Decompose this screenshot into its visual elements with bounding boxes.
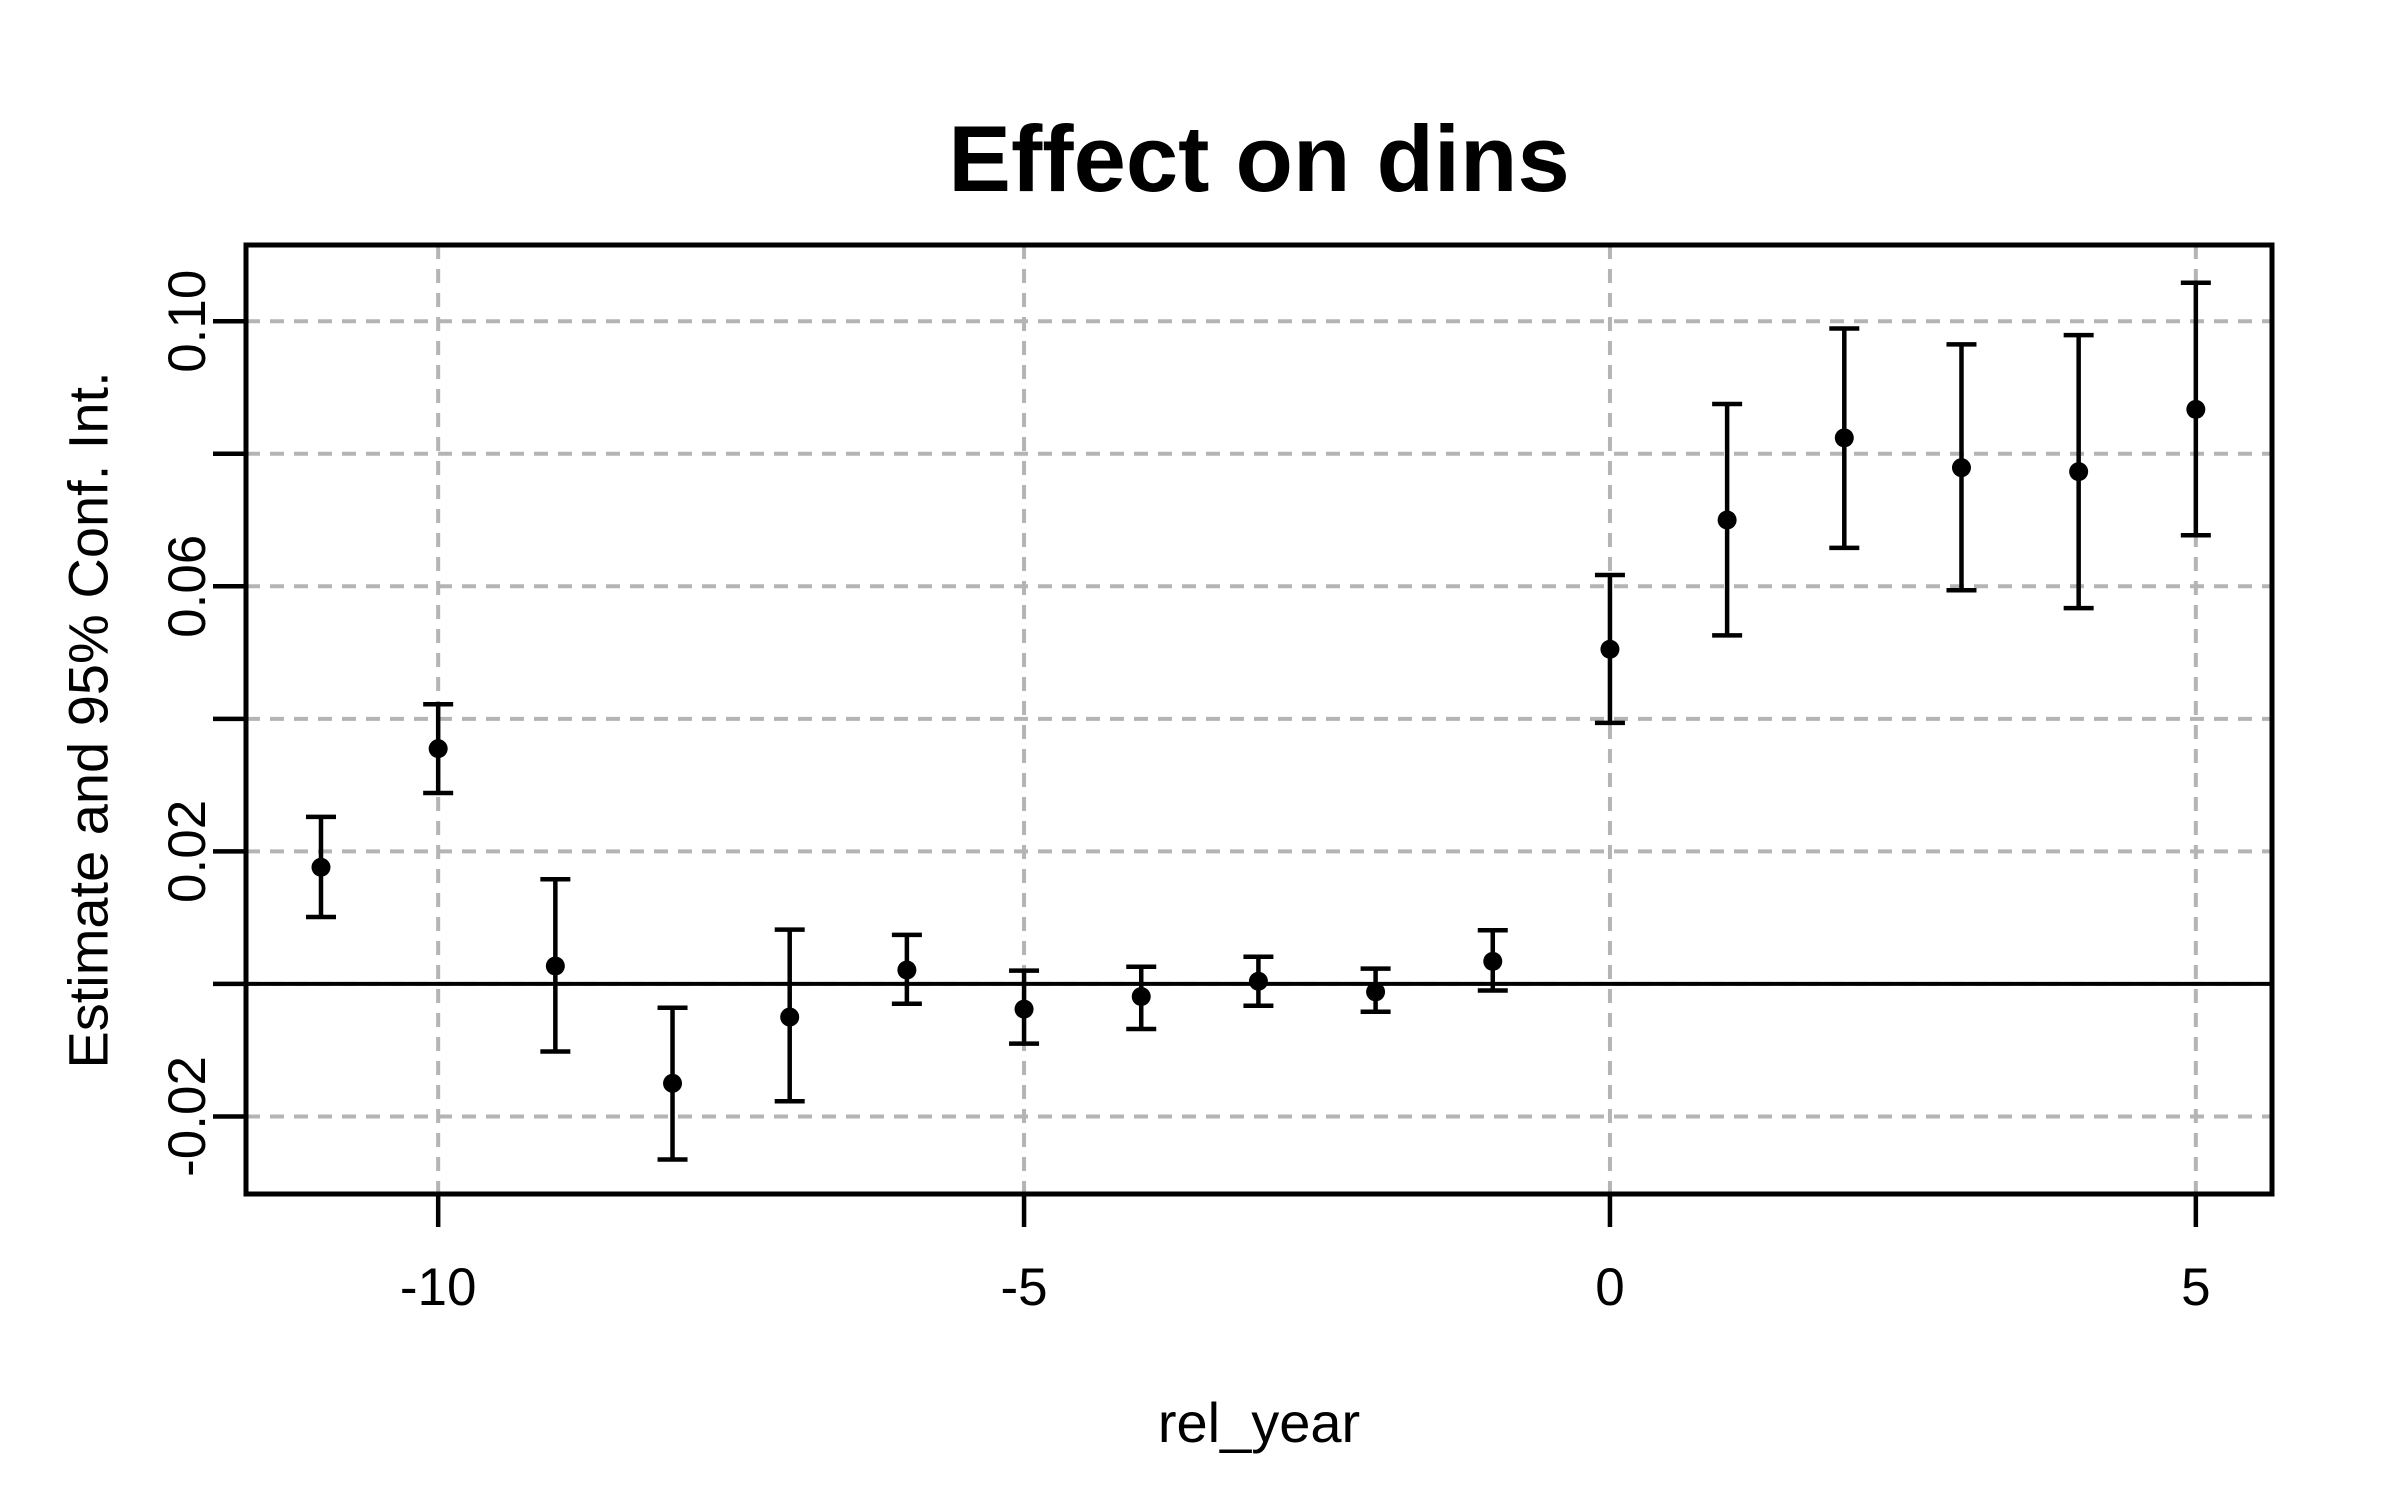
x-axis-tick-label: -10 xyxy=(400,1258,477,1317)
data-point xyxy=(1248,971,1268,991)
x-axis-tick-label: 0 xyxy=(1595,1258,1624,1317)
data-point xyxy=(428,739,448,759)
x-axis-tick-label: 5 xyxy=(2181,1258,2210,1317)
data-point xyxy=(897,960,917,980)
data-point xyxy=(545,956,565,976)
y-axis-tick-label: -0.02 xyxy=(158,1056,217,1177)
data-point xyxy=(1366,982,1386,1002)
x-axis-tick-label: -5 xyxy=(1000,1258,1047,1317)
data-point xyxy=(1483,951,1503,971)
data-point xyxy=(2069,462,2089,482)
data-point xyxy=(1717,510,1737,530)
data-point xyxy=(311,857,331,877)
y-axis-tick-label: 0.02 xyxy=(158,800,217,903)
data-point xyxy=(1014,999,1034,1019)
data-point xyxy=(1834,428,1854,448)
data-point xyxy=(780,1007,800,1027)
x-axis-title: rel_year xyxy=(1157,1391,1361,1454)
chart-title: Effect on dins xyxy=(948,106,1570,211)
data-point xyxy=(1131,987,1151,1007)
y-axis-tick-label: 0.10 xyxy=(158,270,217,373)
data-point xyxy=(663,1073,683,1093)
y-axis-tick-label: 0.06 xyxy=(158,535,217,638)
data-point xyxy=(1600,639,1620,659)
data-point xyxy=(1951,458,1971,478)
data-point xyxy=(2186,399,2206,419)
